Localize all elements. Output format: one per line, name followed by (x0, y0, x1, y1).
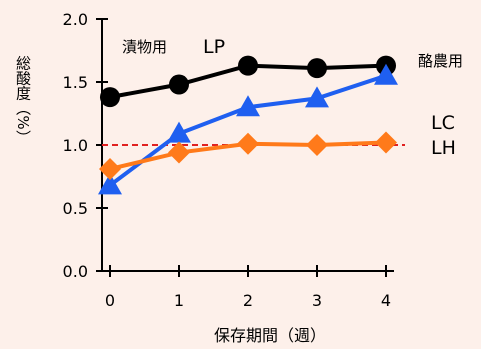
data-point-lp (238, 55, 258, 76)
series-line-lc (108, 73, 387, 187)
data-point-lc (236, 95, 260, 117)
y-tick-label: 0.5 (63, 199, 88, 218)
lp-series-label: LP (203, 36, 225, 58)
y-tick-label: 1.5 (63, 73, 88, 92)
axis-ticks: 0 1 2 3 4 0.0 0.5 1.0 1.5 2.0 (63, 10, 392, 310)
data-point-lc (305, 86, 329, 108)
data-point-lh (168, 141, 190, 164)
dairy-group-annotation: 酪農用 (418, 52, 463, 70)
x-tick-label: 1 (174, 291, 184, 310)
data-point-lc (98, 173, 122, 195)
data-point-lh (306, 134, 328, 156)
x-tick-label: 2 (243, 291, 253, 310)
y-tick-label: 0.0 (63, 262, 88, 281)
data-point-lh (99, 157, 121, 180)
data-point-lc (374, 63, 398, 85)
data-point-lh (375, 131, 397, 154)
y-tick-label: 2.0 (63, 10, 88, 29)
lh-series-label: LH (431, 137, 456, 159)
x-axis-label: 保存期間（週） (214, 326, 326, 345)
data-point-lc (167, 121, 191, 143)
x-tick-label: 3 (312, 291, 322, 310)
data-point-lp (307, 58, 327, 79)
x-tick-label: 4 (381, 291, 391, 310)
lc-series-label: LC (431, 112, 455, 134)
x-tick-label: 0 (105, 291, 115, 310)
y-tick-label: 1.0 (63, 136, 88, 155)
lp-group-annotation: 漬物用 (122, 38, 167, 56)
data-point-lp (169, 74, 189, 95)
data-point-lh (237, 132, 259, 155)
series-group (98, 55, 398, 195)
y-axis-label: 総酸度（%） (14, 55, 32, 144)
y-axis-label-group: 総酸度（%） (14, 55, 32, 144)
data-point-lp (100, 87, 120, 108)
